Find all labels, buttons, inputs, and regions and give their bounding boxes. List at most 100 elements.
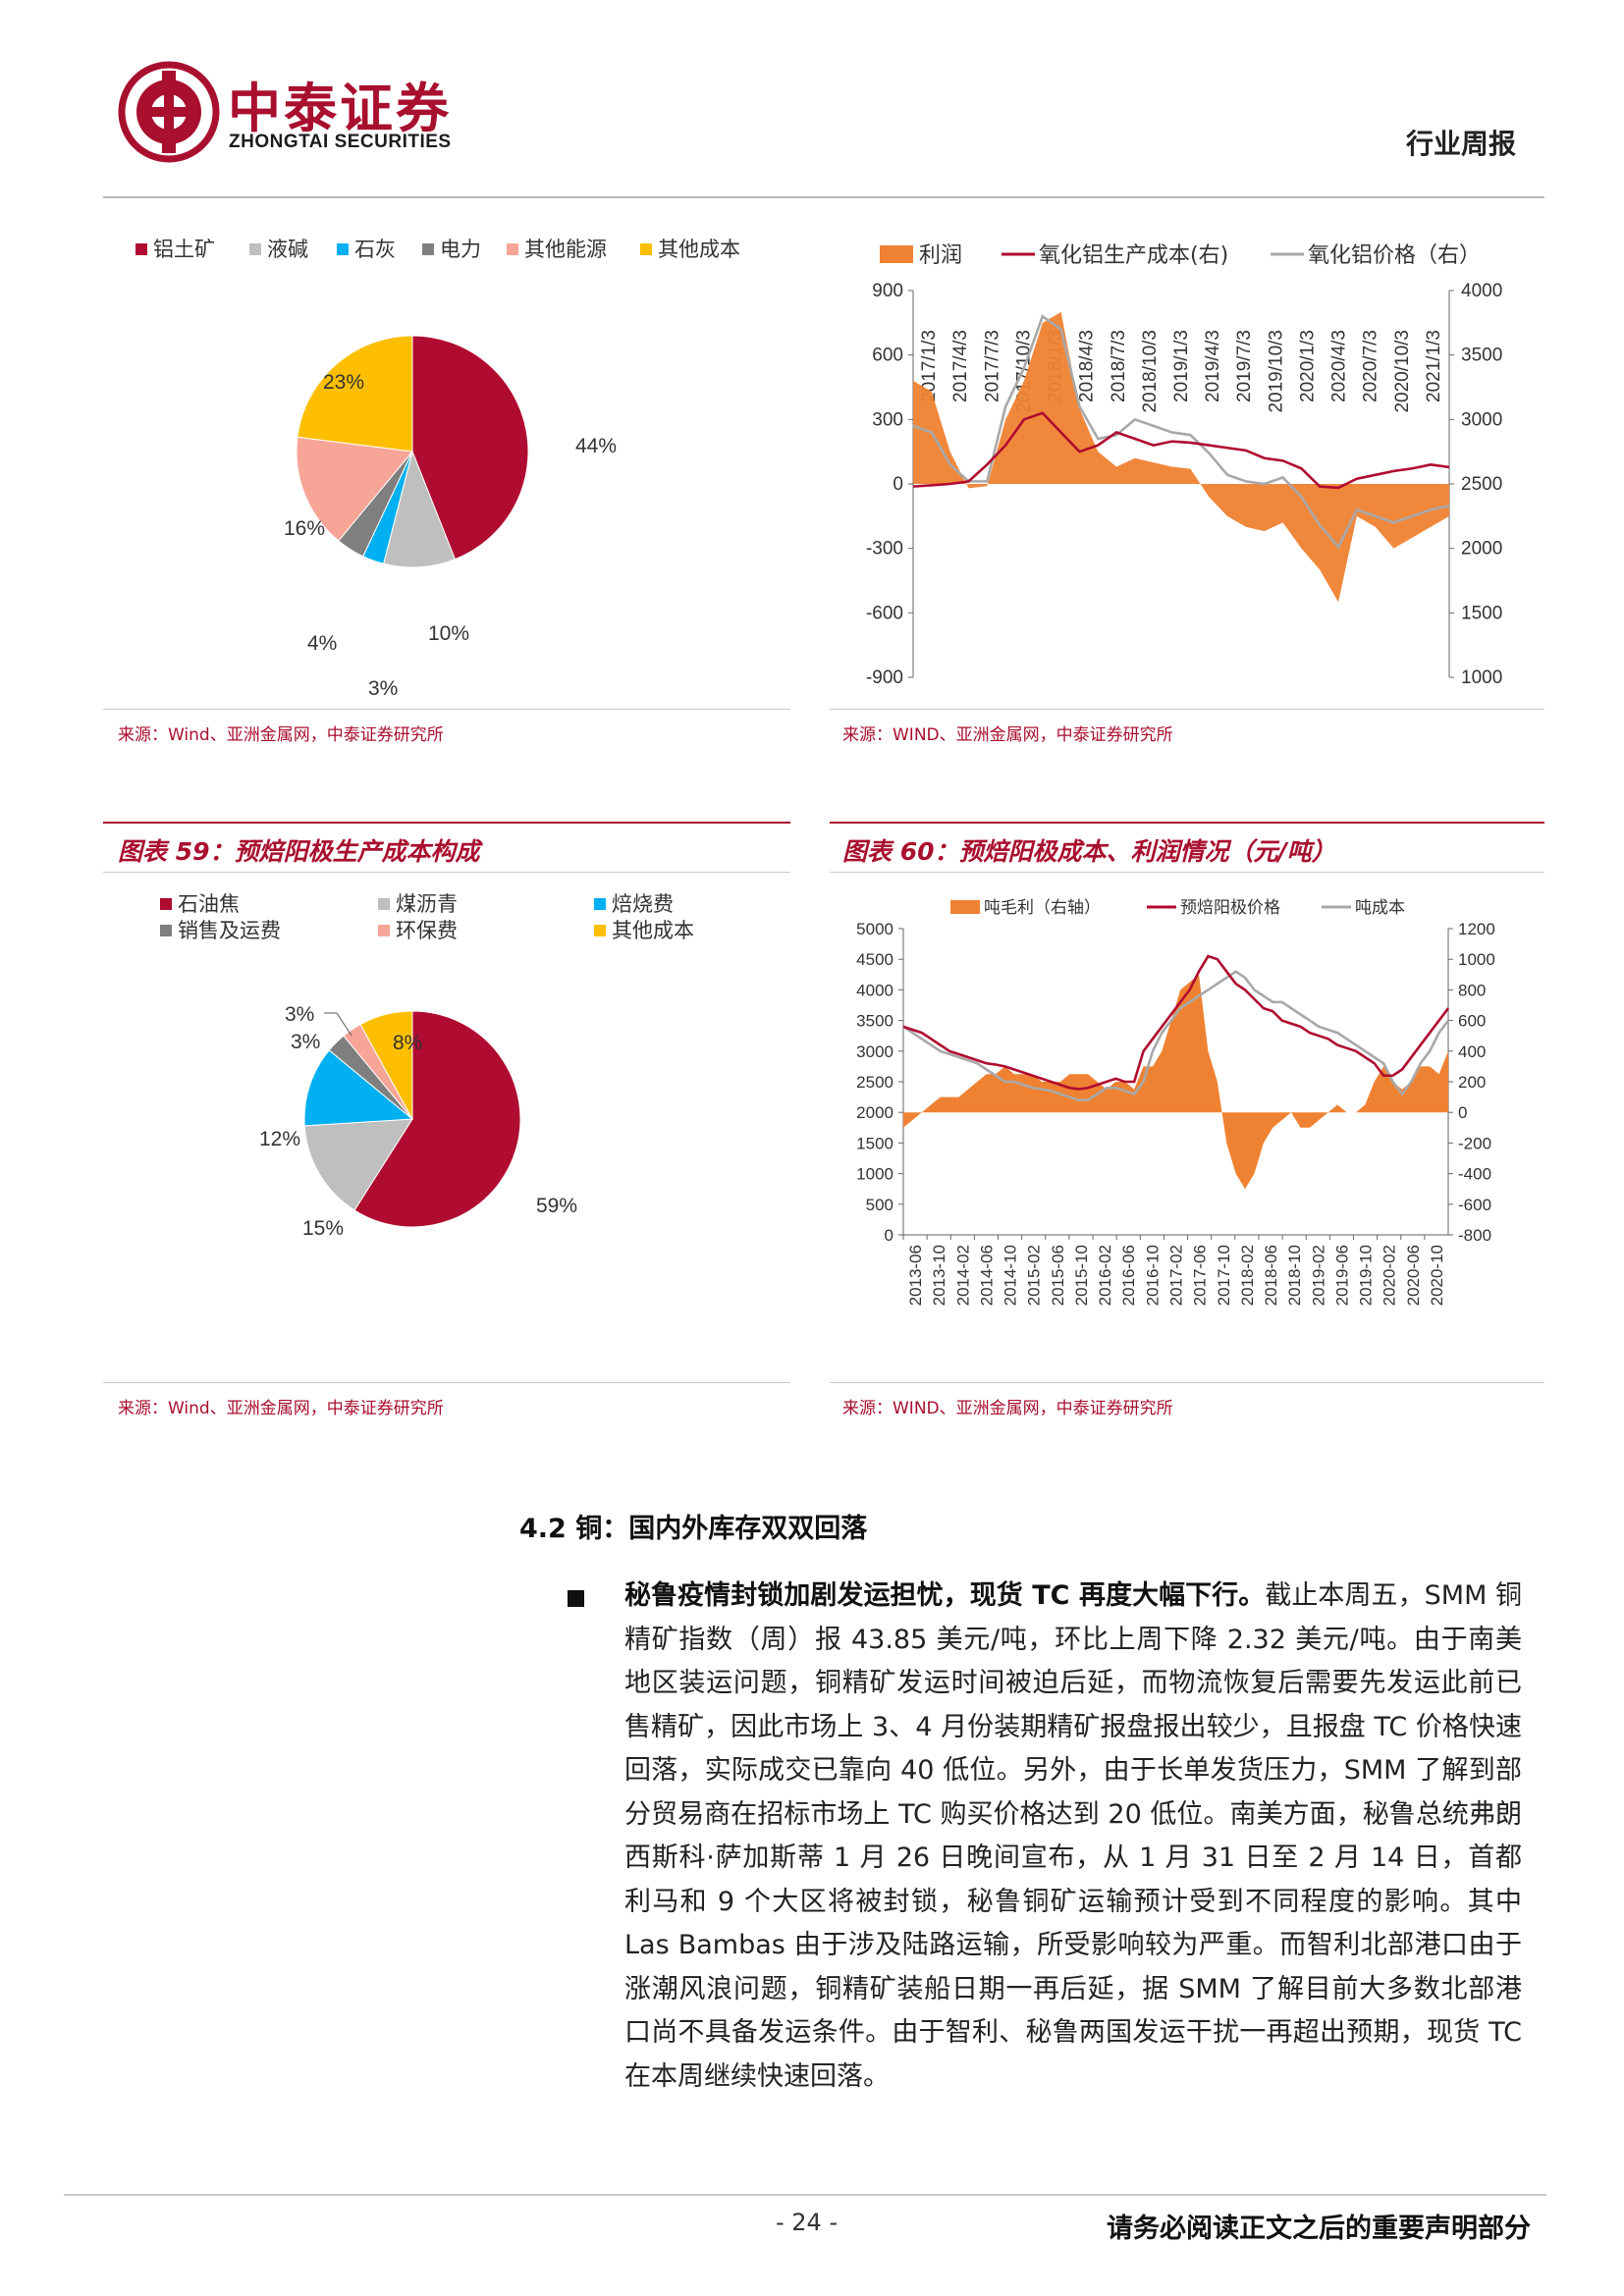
y-right-tick-label: 400 <box>1458 1042 1486 1061</box>
legend-item: 煤沥青 <box>378 888 458 918</box>
figure-source: 来源：WIND、亚洲金属网，中泰证券研究所 <box>842 725 1173 745</box>
legend-item: 环保费 <box>378 915 458 944</box>
bullet-square-icon <box>568 1590 584 1607</box>
pie-label: 44% <box>575 435 617 457</box>
legend-item: 其他能源 <box>507 234 607 263</box>
x-tick-label: 2016-06 <box>1119 1245 1138 1306</box>
x-tick-label: 2019/4/3 <box>1203 330 1223 402</box>
x-tick-label: 2020-06 <box>1404 1245 1423 1306</box>
legend-item: 液碱 <box>249 234 308 263</box>
legend-label: 预焙阳极价格 <box>1180 898 1280 918</box>
x-tick-label: 2017/4/3 <box>950 330 971 402</box>
chart-legend: 利润 氧化铝生产成本(右) 氧化铝价格（右） <box>880 243 1481 268</box>
legend-item: 石灰 <box>337 234 396 263</box>
x-tick-label: 2017-10 <box>1215 1245 1233 1306</box>
x-tick-label: 2017/1/3 <box>919 330 940 402</box>
y-left-tick-label: 0 <box>893 474 903 495</box>
x-tick-label: 2020-10 <box>1428 1245 1446 1306</box>
x-tick-label: 2014-02 <box>953 1245 972 1306</box>
x-tick-label: 2018-10 <box>1285 1245 1304 1306</box>
page-number: - 24 - <box>776 2209 839 2236</box>
figure-source: 来源：Wind、亚洲金属网，中泰证券研究所 <box>118 1399 444 1418</box>
legend-item: 其他成本 <box>594 915 694 944</box>
y-left-tick-label: 2000 <box>856 1103 893 1122</box>
y-right-tick-label: 600 <box>1458 1012 1486 1031</box>
price-line-series <box>902 954 1450 1091</box>
y-right-tick-label: 3000 <box>1461 409 1502 430</box>
paragraph-lead: 秘鲁疫情封锁加剧发运担忧，现货 TC 再度大幅下行。 <box>624 1580 1266 1611</box>
x-tick-label: 2014-06 <box>977 1245 996 1306</box>
company-name-cn: 中泰证券 <box>228 78 452 139</box>
legend-label: 吨成本 <box>1355 898 1405 918</box>
anode-cost-pie-chart: 59% 15% 12% 3% 3% 8% <box>259 1003 577 1240</box>
figure-title: 图表 60：预焙阳极成本、利润情况（元/吨） <box>842 837 1336 866</box>
pie-slice <box>296 436 413 542</box>
x-tick-label: 2018-06 <box>1262 1245 1280 1306</box>
x-tick-label: 2016-02 <box>1096 1245 1114 1306</box>
pie-label: 3% <box>368 677 398 700</box>
pie-slice <box>359 1010 413 1120</box>
section-heading: 4.2 铜：国内外库存双双回落 <box>519 1514 868 1544</box>
y-right-tick-label: -600 <box>1458 1196 1491 1214</box>
figure-title-rule <box>830 822 1544 824</box>
x-tick-label: 2020/4/3 <box>1329 330 1350 402</box>
paragraph-body: 截止本周五，SMM 铜精矿指数（周）报 43.85 美元/吨，环比上周下降 2.… <box>624 1580 1523 2092</box>
y-right-tick-label: 3500 <box>1461 346 1502 366</box>
alumina-cost-pie-chart: 44% 10% 3% 4% 16% 23% <box>284 335 617 700</box>
y-left-tick-label: 0 <box>885 1226 893 1245</box>
pie-label: 15% <box>302 1217 344 1240</box>
pie-slice <box>303 1049 414 1127</box>
y-left-tick-label: 300 <box>872 409 903 430</box>
y-right-tick-label: 200 <box>1458 1073 1486 1092</box>
pie-label: 23% <box>323 371 364 394</box>
legend-swatch <box>950 900 980 914</box>
company-name-en: ZHONGTAI SECURITIES <box>229 132 452 152</box>
x-tick-label: 2016-10 <box>1143 1245 1162 1306</box>
pie-slice <box>297 335 413 453</box>
x-tick-label: 2013-10 <box>930 1245 948 1306</box>
y-right-tick-label: 800 <box>1458 981 1486 999</box>
pie-label: 59% <box>536 1195 577 1217</box>
y-right-tick-label: -800 <box>1458 1226 1491 1245</box>
leader-line <box>336 1012 352 1037</box>
figure-title-rule <box>103 822 790 824</box>
x-tick-label: 2018-02 <box>1238 1245 1257 1306</box>
pie-label: 12% <box>259 1128 300 1150</box>
y-left-tick-label: 4500 <box>856 950 893 969</box>
y-left-tick-label: 4000 <box>856 981 893 999</box>
y-left-tick-label: 3500 <box>856 1012 893 1031</box>
pie-slice <box>383 450 457 568</box>
pie-label: 3% <box>285 1003 314 1026</box>
y-right-tick-label: -200 <box>1458 1134 1491 1152</box>
pie-slice <box>353 1010 521 1228</box>
pie-label: 3% <box>291 1031 320 1053</box>
y-left-tick-label: 1000 <box>856 1165 893 1184</box>
x-tick-label: 2020-02 <box>1380 1245 1399 1306</box>
legend-item: 其他成本 <box>640 234 740 263</box>
profit-area-series <box>913 311 1449 603</box>
header-divider <box>103 196 1544 198</box>
legend-item: 销售及运费 <box>160 915 281 944</box>
legend-item: 石油焦 <box>160 888 240 918</box>
x-tick-label: 2019/10/3 <box>1266 330 1286 413</box>
chart-legend: 吨毛利（右轴） 预焙阳极价格 吨成本 <box>950 898 1405 918</box>
legend-item: 电力 <box>422 234 481 263</box>
y-left-tick-label: 5000 <box>856 920 893 938</box>
section-paragraph: 秘鲁疫情封锁加剧发运担忧，现货 TC 再度大幅下行。截止本周五，SMM 铜精矿指… <box>624 1575 1522 2099</box>
y-right-tick-label: 1500 <box>1461 603 1502 623</box>
company-logo-icon <box>118 61 220 163</box>
x-tick-label: 2020/7/3 <box>1361 330 1381 402</box>
footer-disclaimer: 请务必阅读正文之后的重要声明部分 <box>1107 2214 1531 2244</box>
legend-item: 焙烧费 <box>594 888 674 918</box>
y-left-tick-label: 2500 <box>856 1073 893 1092</box>
x-tick-label: 2017-02 <box>1167 1245 1186 1306</box>
pie-label: 8% <box>393 1032 422 1054</box>
y-left-tick-label: 1500 <box>856 1134 893 1152</box>
x-tick-label: 2021/1/3 <box>1424 330 1444 402</box>
pie-label: 10% <box>428 622 469 645</box>
x-tick-label: 2017/7/3 <box>982 330 1002 402</box>
figure-source: 来源：Wind、亚洲金属网，中泰证券研究所 <box>118 725 444 745</box>
y-left-tick-label: 600 <box>872 346 903 366</box>
legend-label: 吨毛利（右轴） <box>984 898 1101 918</box>
anode-profit-chart: 吨毛利（右轴） 预焙阳极价格 吨成本 500045004000350030002… <box>856 898 1495 1306</box>
